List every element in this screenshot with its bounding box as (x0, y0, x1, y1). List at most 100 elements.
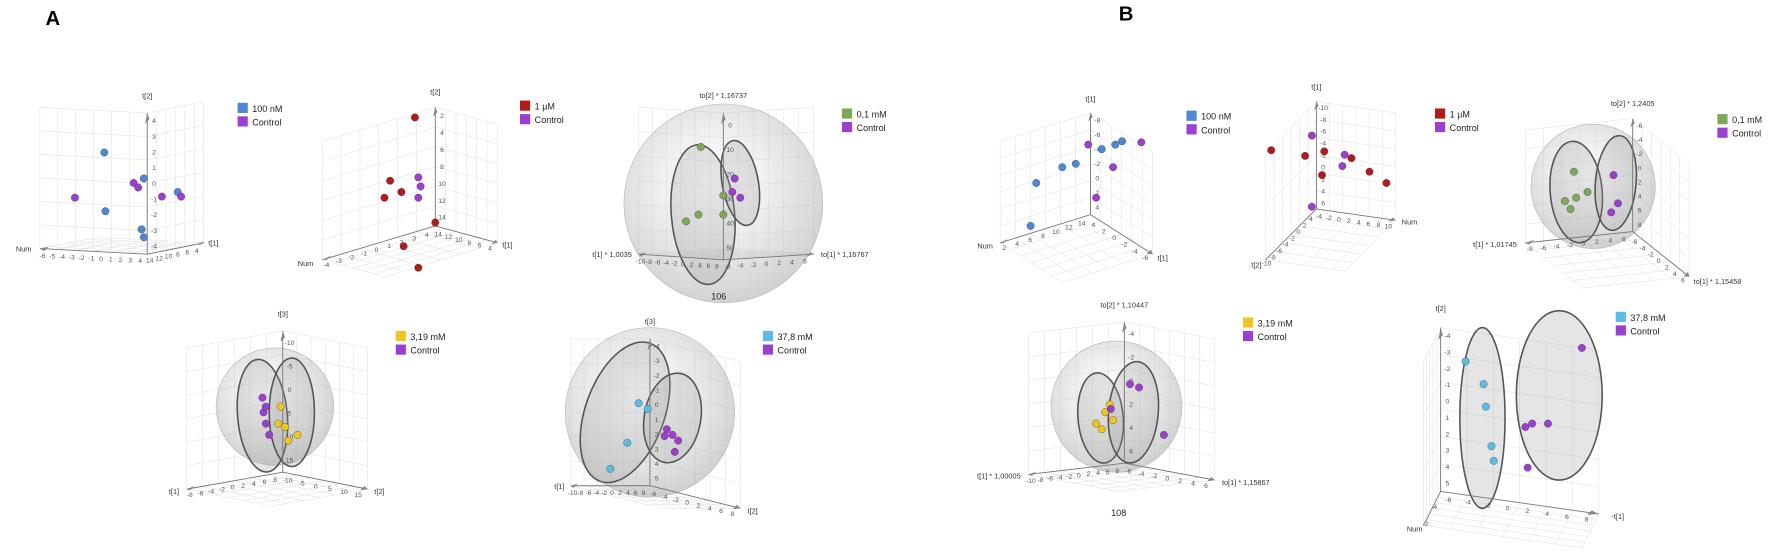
tick-label: 5 (288, 411, 292, 418)
sample-point (1570, 167, 1578, 176)
tick-label: 4 (1638, 194, 1642, 201)
tick-label: 0 (1095, 176, 1099, 183)
grid-line (257, 486, 354, 504)
tick-label: 2 (690, 262, 694, 269)
axis-label: to[1] * 1,16767 (821, 250, 869, 259)
tick-label: 0 (375, 247, 379, 254)
tick-label: 6 (803, 259, 807, 266)
tick-label: -3 (151, 228, 157, 235)
axis-arrow (1314, 101, 1319, 111)
tick-label: 1 (655, 417, 659, 424)
axis-line (649, 485, 741, 509)
legend-swatch (762, 330, 774, 342)
legend-label: Control (1450, 123, 1479, 133)
tick-label: -6 (585, 490, 591, 497)
axis-label: t[3] (278, 309, 288, 318)
sample-point (643, 405, 652, 413)
sample-point (139, 233, 148, 242)
tick-label: 0 (681, 261, 685, 268)
grid-line (1440, 327, 1599, 351)
tick-label: 8 (440, 164, 444, 171)
sample-point (431, 218, 440, 227)
axis-line (999, 214, 1091, 244)
axis-label: to[2] * 1,10447 (1101, 300, 1149, 309)
tick-label: 30 (726, 196, 734, 203)
axis-arrow (1146, 249, 1153, 255)
tick-label: 0 (1506, 505, 1510, 512)
tick-label: 4 (1015, 241, 1019, 248)
legend-swatch (841, 122, 853, 133)
tick-label: 0 (231, 485, 235, 492)
legend-label: Control (1201, 125, 1230, 135)
legend-label: Control (410, 346, 439, 356)
tick-label: -2 (348, 254, 354, 261)
legend-label: 0,1 mM (857, 109, 887, 119)
legend-swatch (520, 114, 531, 125)
grid-line (1581, 513, 1599, 548)
tick-label: 0 (1582, 241, 1586, 248)
grid-line (86, 238, 195, 245)
tick-label: -4 (593, 490, 599, 497)
tick-label: -10 (636, 258, 646, 265)
tick-label: 4 (1608, 238, 1612, 245)
grid-line (322, 107, 436, 142)
tick-label: 6 (478, 243, 482, 250)
axis-arrow (1088, 112, 1093, 122)
sample-point (134, 183, 143, 192)
axis-line (1525, 231, 1633, 244)
tick-label: -6 (40, 253, 46, 260)
tick-label: 14 (1078, 221, 1086, 228)
sample-point (1528, 419, 1537, 428)
tick-label: 8 (642, 490, 646, 497)
tick-label: 12 (155, 255, 163, 262)
grid-line (1265, 101, 1317, 153)
sample-point (1521, 423, 1530, 431)
sample-point (261, 419, 270, 428)
axis-arrow (732, 504, 741, 510)
tick-label: 2 (1446, 431, 1450, 438)
grid-line (57, 237, 115, 250)
tick-label: -4 (1431, 504, 1437, 511)
tick-label: 6 (1321, 200, 1325, 207)
tick-label: 3 (1446, 448, 1450, 455)
tick-label: -4 (1320, 141, 1326, 148)
axis-label: t[1] (1158, 254, 1168, 263)
tick-label: 2 (655, 432, 659, 439)
tick-label: -3 (336, 258, 342, 265)
grid-line (1555, 510, 1573, 545)
legend-label: 1 µM (1450, 109, 1470, 119)
axis-line (1423, 491, 1442, 526)
axis-line (1440, 490, 1599, 515)
tick-label: 0 (152, 181, 156, 188)
confidence-ellipse (1515, 309, 1603, 481)
axis-end-label: 108 (1111, 508, 1126, 518)
tick-label: -6 (1320, 129, 1326, 136)
tick-label: -2 (79, 255, 85, 262)
grid-line (1316, 101, 1396, 114)
tick-label: -2 (151, 212, 157, 219)
tick-label: 8 (1041, 233, 1045, 240)
tick-label: -1 (88, 255, 94, 262)
grid-line (1273, 251, 1354, 263)
tick-label: 6 (1565, 514, 1569, 521)
tick-label: 4 (195, 248, 199, 255)
grid-line (999, 242, 1063, 283)
sample-point (1126, 380, 1134, 388)
tick-label: -2 (1289, 235, 1295, 242)
tick-label: 4 (1673, 271, 1677, 278)
tick-label: 12 (438, 198, 446, 205)
tick-label: 4 (1446, 464, 1450, 471)
tick-label: 6 (1681, 278, 1685, 285)
grid-line (1525, 118, 1633, 131)
sample-point (414, 173, 423, 182)
sample-point (719, 191, 728, 200)
axis-line (1265, 208, 1317, 261)
sample-point (177, 192, 186, 201)
axis-line (186, 471, 283, 490)
tick-label: 2 (697, 502, 701, 509)
axis-arrow (1525, 239, 1535, 245)
grid-line (1265, 259, 1345, 272)
sample-point (139, 174, 148, 183)
sample-point (1032, 179, 1041, 187)
tick-label: 6 (1106, 469, 1110, 476)
